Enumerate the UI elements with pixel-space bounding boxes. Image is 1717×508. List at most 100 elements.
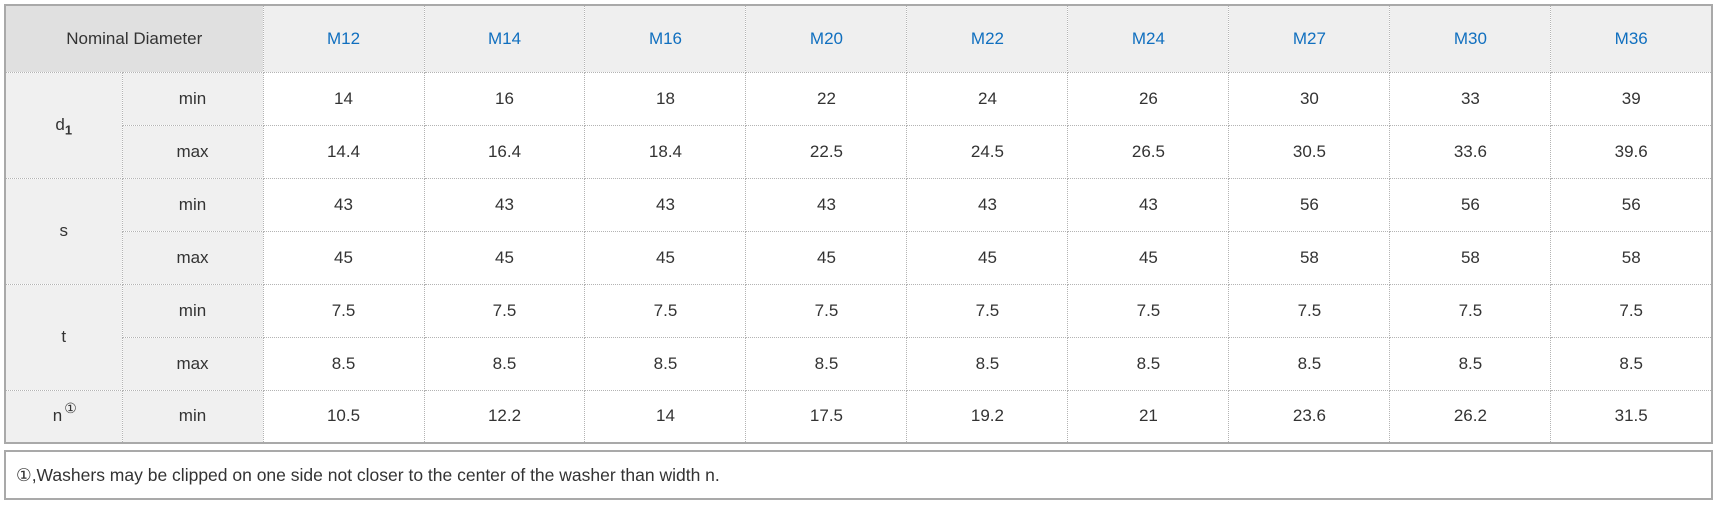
value-cell: 8.5 xyxy=(1550,336,1713,391)
value-cell: 16.4 xyxy=(423,124,586,179)
limit-label: min xyxy=(121,177,264,232)
value-cell: 8.5 xyxy=(906,336,1069,391)
table-row: max 14.4 16.4 18.4 22.5 24.5 26.5 30.5 3… xyxy=(5,124,1713,179)
value-cell: 39 xyxy=(1550,71,1713,126)
limit-label: min xyxy=(121,283,264,338)
value-cell: 7.5 xyxy=(1389,283,1552,338)
column-header-m36: M36 xyxy=(1550,4,1713,73)
value-cell: 8.5 xyxy=(1389,336,1552,391)
value-cell: 58 xyxy=(1228,230,1391,285)
value-cell: 8.5 xyxy=(584,336,747,391)
column-header-m27: M27 xyxy=(1228,4,1391,73)
value-cell: 56 xyxy=(1228,177,1391,232)
limit-label: max xyxy=(121,230,264,285)
row-group-label-t: t xyxy=(4,283,123,391)
value-cell: 8.5 xyxy=(1067,336,1230,391)
value-cell: 8.5 xyxy=(745,336,908,391)
value-cell: 30.5 xyxy=(1228,124,1391,179)
table-row: d1 min 14 16 18 22 24 26 30 33 39 xyxy=(4,71,1713,179)
value-cell: 43 xyxy=(584,177,747,232)
column-header-m12: M12 xyxy=(262,4,425,73)
column-header-m24: M24 xyxy=(1067,4,1230,73)
column-header-m14: M14 xyxy=(423,4,586,73)
row-group-label-s: s xyxy=(4,177,123,285)
column-header-m16: M16 xyxy=(584,4,747,73)
subscript-mark: 1 xyxy=(64,122,73,138)
table-row: max 8.5 8.5 8.5 8.5 8.5 8.5 8.5 8.5 8.5 xyxy=(5,336,1713,391)
value-cell: 8.5 xyxy=(1228,336,1391,391)
value-cell: 45 xyxy=(745,230,908,285)
limit-label: min xyxy=(121,389,264,444)
value-cell: 12.2 xyxy=(423,389,586,444)
value-cell: 33.6 xyxy=(1389,124,1552,179)
value-cell: 19.2 xyxy=(906,389,1069,444)
value-cell: 22 xyxy=(745,71,908,126)
value-cell: 45 xyxy=(1067,230,1230,285)
row-group-label-text: n xyxy=(52,406,63,426)
value-cell: 26.5 xyxy=(1067,124,1230,179)
value-cell: 43 xyxy=(262,177,425,232)
value-cell: 43 xyxy=(423,177,586,232)
value-cell: 18.4 xyxy=(584,124,747,179)
corner-header: Nominal Diameter xyxy=(4,4,264,73)
value-cell: 22.5 xyxy=(745,124,908,179)
table-row: max 45 45 45 45 45 45 58 58 58 xyxy=(5,230,1713,285)
value-cell: 14.4 xyxy=(262,124,425,179)
footnote-ref-mark: ① xyxy=(64,399,77,416)
table-row: t min 7.5 7.5 7.5 7.5 7.5 7.5 7.5 7.5 7.… xyxy=(4,283,1713,391)
value-cell: 56 xyxy=(1389,177,1552,232)
value-cell: 45 xyxy=(423,230,586,285)
value-cell: 39.6 xyxy=(1550,124,1713,179)
footnote-text: ①,Washers may be clipped on one side not… xyxy=(16,464,720,485)
value-cell: 30 xyxy=(1228,71,1391,126)
value-cell: 7.5 xyxy=(906,283,1069,338)
value-cell: 7.5 xyxy=(745,283,908,338)
value-cell: 45 xyxy=(906,230,1069,285)
value-cell: 31.5 xyxy=(1550,389,1713,444)
value-cell: 26 xyxy=(1067,71,1230,126)
value-cell: 33 xyxy=(1389,71,1552,126)
value-cell: 7.5 xyxy=(1067,283,1230,338)
value-cell: 43 xyxy=(906,177,1069,232)
value-cell: 43 xyxy=(1067,177,1230,232)
value-cell: 18 xyxy=(584,71,747,126)
value-cell: 7.5 xyxy=(1550,283,1713,338)
value-cell: 14 xyxy=(262,71,425,126)
value-cell: 7.5 xyxy=(584,283,747,338)
washer-dimension-table: Nominal Diameter M12 M14 M16 M20 M22 M24… xyxy=(4,4,1713,444)
column-header-m30: M30 xyxy=(1389,4,1552,73)
value-cell: 45 xyxy=(584,230,747,285)
value-cell: 43 xyxy=(745,177,908,232)
value-cell: 58 xyxy=(1550,230,1713,285)
value-cell: 21 xyxy=(1067,389,1230,444)
value-cell: 7.5 xyxy=(262,283,425,338)
limit-label: max xyxy=(121,336,264,391)
header-row: Nominal Diameter M12 M14 M16 M20 M22 M24… xyxy=(4,4,1713,73)
value-cell: 17.5 xyxy=(745,389,908,444)
value-cell: 8.5 xyxy=(423,336,586,391)
value-cell: 58 xyxy=(1389,230,1552,285)
value-cell: 14 xyxy=(584,389,747,444)
value-cell: 56 xyxy=(1550,177,1713,232)
value-cell: 7.5 xyxy=(1228,283,1391,338)
column-header-m20: M20 xyxy=(745,4,908,73)
value-cell: 26.2 xyxy=(1389,389,1552,444)
table-row: s min 43 43 43 43 43 43 56 56 56 xyxy=(4,177,1713,285)
row-group-label-d1: d1 xyxy=(4,71,123,179)
value-cell: 16 xyxy=(423,71,586,126)
limit-label: max xyxy=(121,124,264,179)
value-cell: 10.5 xyxy=(262,389,425,444)
value-cell: 7.5 xyxy=(423,283,586,338)
value-cell: 23.6 xyxy=(1228,389,1391,444)
row-group-label-text: d xyxy=(55,115,65,134)
value-cell: 45 xyxy=(262,230,425,285)
value-cell: 24 xyxy=(906,71,1069,126)
limit-label: min xyxy=(121,71,264,126)
column-header-m22: M22 xyxy=(906,4,1069,73)
value-cell: 8.5 xyxy=(262,336,425,391)
value-cell: 24.5 xyxy=(906,124,1069,179)
footnote-box: ①,Washers may be clipped on one side not… xyxy=(4,450,1713,500)
